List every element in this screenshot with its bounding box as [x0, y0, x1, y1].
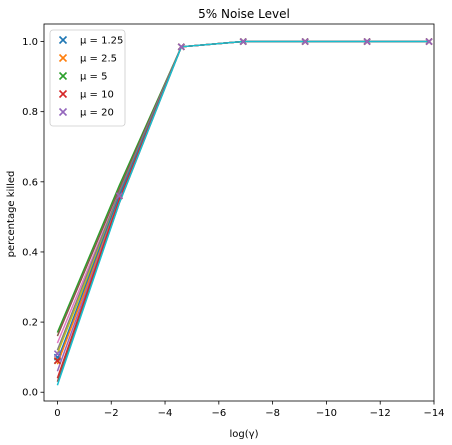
legend-label: μ = 20 — [80, 108, 114, 119]
y-tick-label: 0.8 — [22, 107, 38, 118]
legend-marker — [58, 35, 68, 45]
point-series4-1 — [53, 357, 62, 365]
legend-label: μ = 10 — [80, 90, 114, 101]
legend-label: μ = 1.25 — [80, 36, 123, 47]
point-series5-5 — [301, 37, 309, 46]
legend-item: μ = 20 — [58, 107, 114, 119]
x-tick-label: −12 — [370, 408, 391, 419]
point-series5-6 — [363, 37, 371, 46]
point-series5-7 — [425, 37, 433, 46]
y-tick-label: 0.0 — [22, 388, 38, 399]
legend-box — [49, 29, 126, 127]
legend-item: μ = 2.5 — [58, 53, 117, 65]
y-tick-label: 0.4 — [22, 247, 38, 258]
x-tick-label: −4 — [158, 408, 173, 419]
x-tick-label: 0 — [54, 408, 60, 419]
x-tick-label: −14 — [423, 408, 444, 419]
point-series5-3 — [177, 43, 185, 51]
point-series5-4 — [239, 37, 247, 46]
y-tick-label: 1.0 — [22, 37, 38, 48]
x-tick-label: −8 — [265, 408, 280, 419]
legend-label: μ = 2.5 — [80, 54, 117, 65]
legend-marker — [58, 107, 68, 117]
point-series5-1 — [53, 350, 62, 358]
legend-item: μ = 10 — [58, 89, 114, 101]
y-axis-label: percentage killed — [6, 171, 17, 258]
x-tick-label: −6 — [211, 408, 226, 419]
legend-label: μ = 5 — [80, 72, 107, 83]
y-tick-label: 0.2 — [22, 318, 38, 329]
axes: 0 −2 −4 −6 −8 −10 −12 −14 0.0 0.2 0.4 0.6 0.8 1.0 — [22, 23, 445, 419]
x-tick-label: −10 — [316, 408, 337, 419]
x-tick-label: −2 — [104, 408, 119, 419]
legend-marker — [58, 53, 68, 63]
legend-marker — [58, 89, 68, 99]
y-tick-label: 0.6 — [22, 177, 38, 188]
legend-item: μ = 1.25 — [58, 35, 123, 47]
legend: μ = 1.25 μ = 2.5 μ = 5 μ = 10 μ = 20 — [49, 29, 126, 127]
chart-title: 5% Noise Level — [198, 7, 290, 21]
data-markers — [53, 37, 433, 365]
legend-item: μ = 5 — [58, 71, 107, 83]
point-series5-2 — [115, 192, 123, 200]
legend-marker — [58, 71, 68, 81]
plot-area-frame — [43, 23, 435, 402]
x-axis-label: log(γ) — [230, 429, 259, 440]
